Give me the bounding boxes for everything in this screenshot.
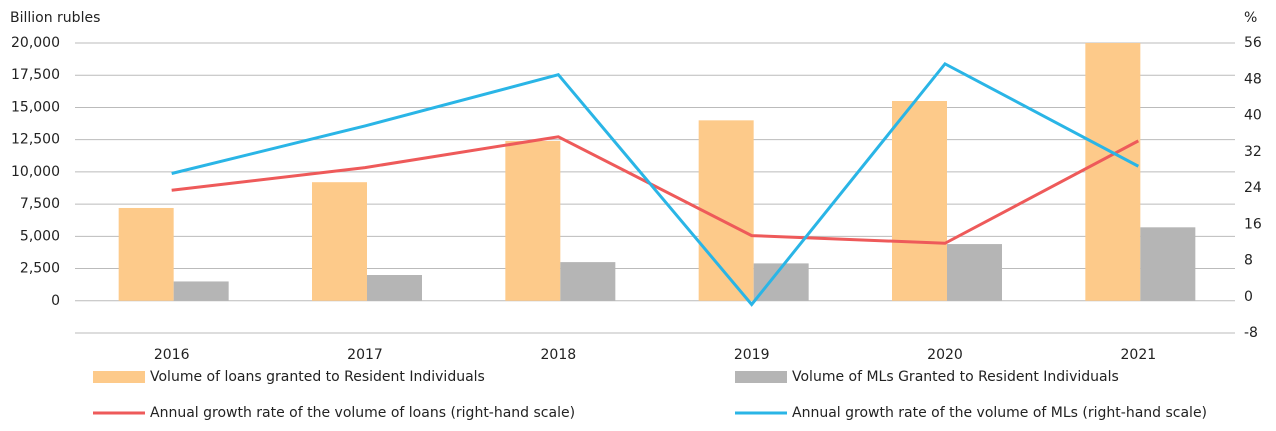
x-tick-label: 2016: [154, 347, 190, 363]
y-tick-label: 12,500: [11, 132, 60, 148]
bar: [1085, 43, 1141, 301]
legend-swatch: [735, 371, 787, 383]
x-tick-label: 2017: [347, 347, 383, 363]
line-series: [171, 61, 1140, 307]
y2-tick-label: 8: [1244, 253, 1253, 269]
bar: [1140, 227, 1196, 301]
y-tick-label: 5,000: [20, 228, 60, 244]
y2-tick-label: 32: [1244, 144, 1262, 160]
y-tick-label: 7,500: [20, 196, 60, 212]
bar: [173, 281, 229, 301]
y-tick-label: 2,500: [20, 261, 60, 277]
bar: [367, 275, 422, 301]
bar: [698, 120, 754, 301]
y-tick-label: 15,000: [11, 99, 60, 115]
line-series: [171, 135, 1140, 245]
x-tick-label: 2018: [541, 347, 577, 363]
x-tick-label: 2019: [734, 347, 770, 363]
bar: [505, 140, 561, 301]
y-tick-label: 10,000: [11, 164, 60, 180]
legend-label: Annual growth rate of the volume of MLs …: [792, 405, 1207, 421]
y2-tick-label: 16: [1244, 216, 1262, 232]
legend-label: Volume of loans granted to Resident Indi…: [150, 369, 485, 385]
y2-tick-label: 0: [1244, 289, 1253, 305]
y2-tick-label: 40: [1244, 108, 1262, 124]
bar: [947, 244, 1002, 301]
y2-tick-label: 48: [1244, 71, 1262, 87]
legend-label: Annual growth rate of the volume of loan…: [150, 405, 575, 421]
y-tick-label: 20,000: [11, 35, 60, 51]
x-tick-label: 2021: [1121, 347, 1157, 363]
y2-tick-label: 56: [1244, 35, 1262, 51]
y2-axis-label: %: [1244, 10, 1257, 26]
y2-tick-label: 24: [1244, 180, 1262, 196]
y-tick-label: 0: [51, 293, 60, 309]
bar: [560, 262, 616, 301]
y2-tick-label: -8: [1244, 325, 1258, 341]
x-tick-label: 2020: [927, 347, 963, 363]
bar: [892, 101, 947, 301]
bar: [118, 207, 174, 301]
legend-label: Volume of MLs Granted to Resident Indivi…: [792, 369, 1119, 385]
y-axis-label: Billion rubles: [10, 10, 100, 26]
legend-swatch: [93, 371, 145, 383]
y-tick-label: 17,500: [11, 67, 60, 83]
bar: [312, 182, 367, 301]
